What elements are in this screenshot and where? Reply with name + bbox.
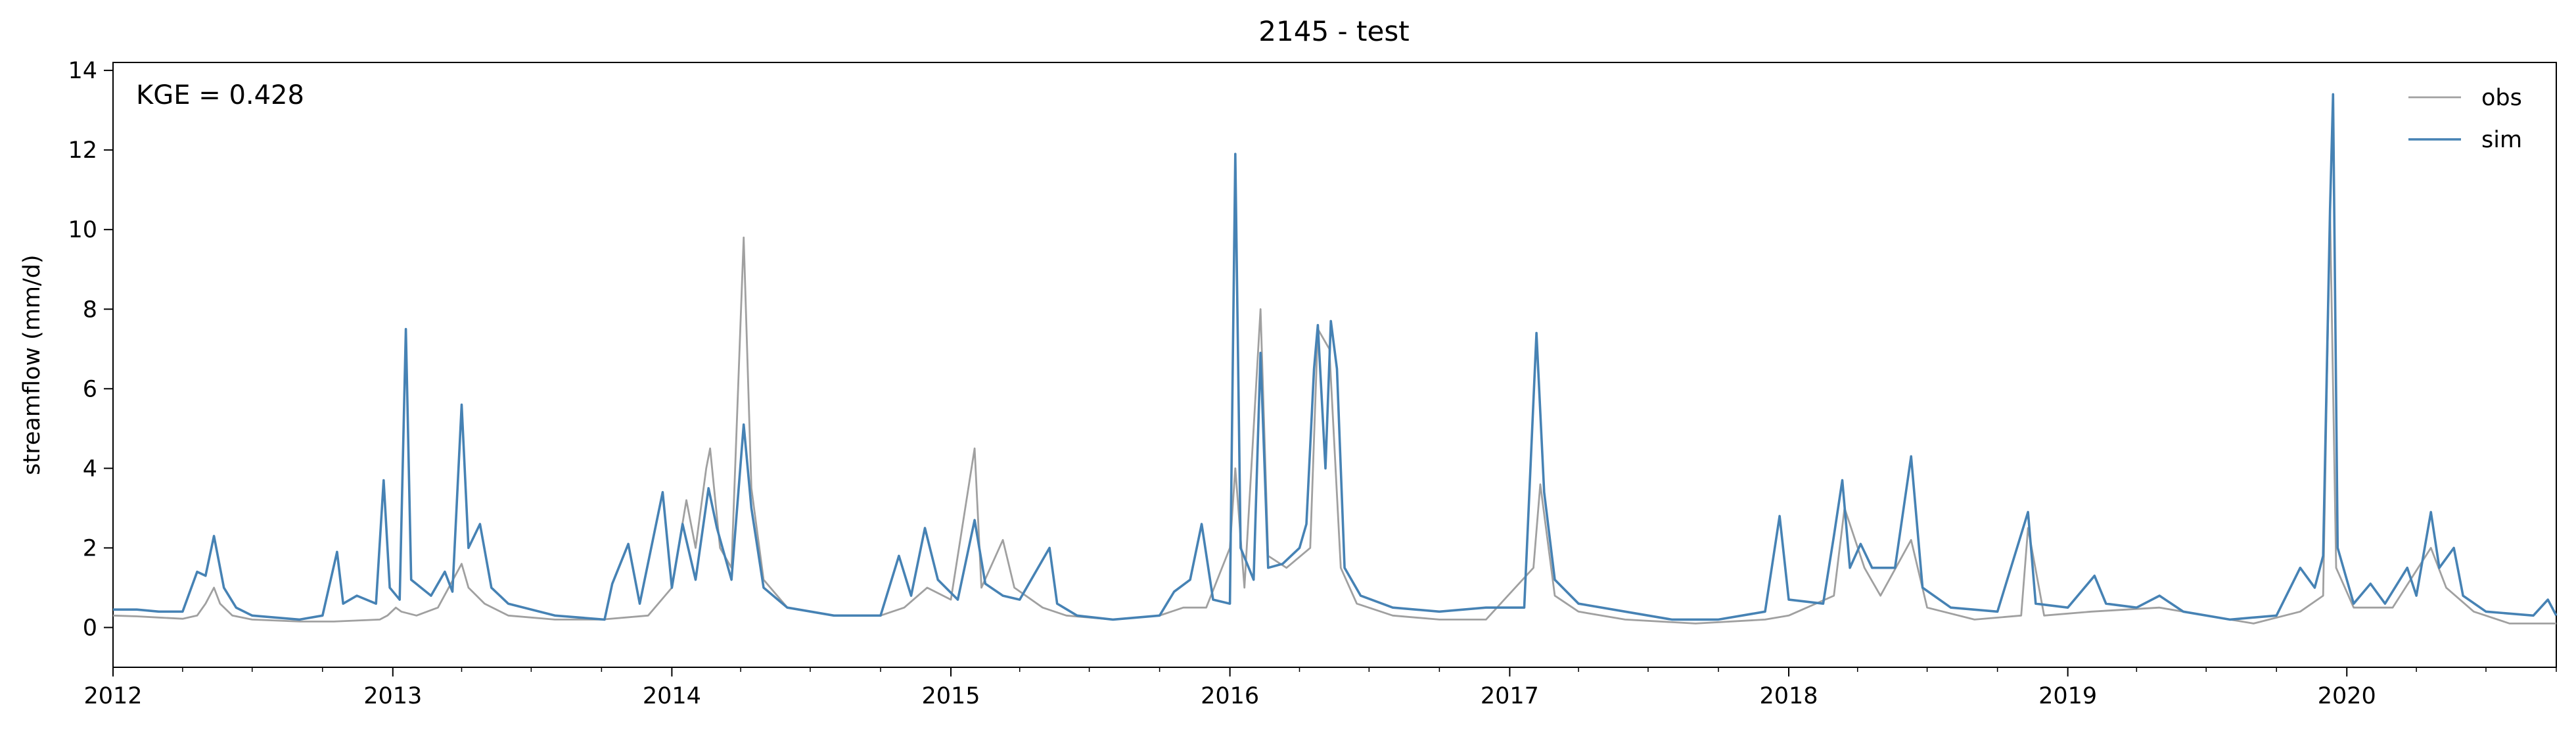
legend: obs sim: [2408, 85, 2522, 153]
x-tick-label: 2012: [83, 683, 142, 709]
y-tick-label: 6: [83, 376, 97, 402]
x-tick-label: 2014: [643, 683, 701, 709]
series-line-obs: [112, 208, 2556, 625]
y-tick-label: 4: [83, 456, 97, 482]
legend-label-obs: obs: [2481, 85, 2522, 111]
y-axis: 0 2 4 6 8 10 12 14: [68, 58, 113, 641]
x-tick-label: 2019: [2038, 683, 2097, 709]
y-tick-label: 14: [68, 58, 97, 84]
y-tick-label: 2: [83, 535, 97, 561]
y-tick-label: 10: [68, 217, 97, 243]
x-tick-label: 2018: [1759, 683, 1818, 709]
x-axis: 2012 2013 2014 2015 2016 2017 2018 2019 2020: [83, 667, 2557, 709]
chart-title: 2145 - test: [1258, 15, 1409, 47]
plot-area: 2012 2013 2014 2015 2016 2017 2018 2019 2020 0 2 4…: [68, 58, 2558, 709]
x-tick-label: 2015: [921, 683, 980, 709]
y-tick-label: 8: [83, 296, 97, 323]
series-layer: [112, 93, 2558, 625]
x-tick-label: 2016: [1201, 683, 1259, 709]
axes-frame: [112, 62, 2557, 668]
y-tick-label: 12: [68, 137, 97, 164]
series-line-sim: [113, 93, 2558, 621]
x-tick-label: 2020: [2318, 683, 2376, 709]
x-tick-label: 2017: [1481, 683, 1539, 709]
kge-annotation: KGE = 0.428: [136, 80, 304, 110]
y-axis-label: streamflow (mm/d): [19, 254, 45, 475]
x-tick-label: 2013: [363, 683, 422, 709]
y-tick-label: 0: [83, 615, 97, 641]
legend-label-sim: sim: [2481, 127, 2522, 153]
